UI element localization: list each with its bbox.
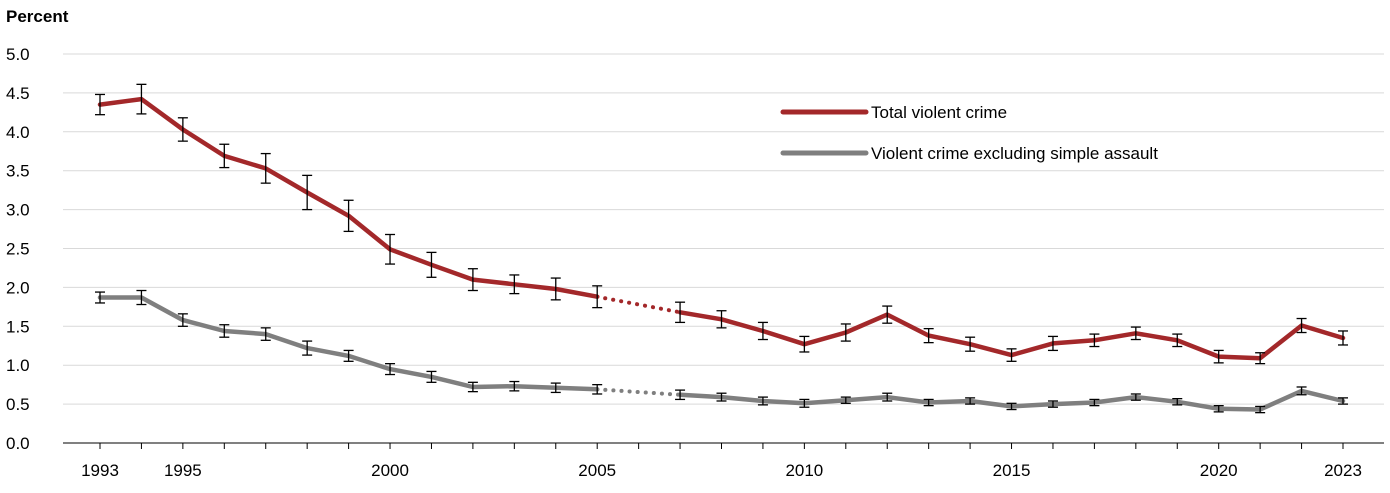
error-bar: [509, 274, 520, 295]
error-bar: [219, 143, 230, 169]
y-tick-label: 3.0: [6, 201, 30, 220]
error-bar: [426, 370, 437, 383]
error-bar: [1213, 405, 1224, 413]
error-bar: [840, 323, 851, 342]
y-tick-label: 0.0: [6, 434, 30, 453]
error-bar: [799, 335, 810, 353]
y-tick-label: 1.0: [6, 356, 30, 375]
error-bar: [1089, 398, 1100, 407]
error-bar: [343, 349, 354, 362]
error-bar: [136, 83, 147, 115]
x-axis: 1993 1995 2000 2005 2010 2015 2020 2023: [63, 442, 1384, 480]
error-bar: [1130, 326, 1141, 341]
error-bar: [1255, 352, 1266, 365]
error-bar: [177, 117, 188, 142]
error-bar: [1006, 348, 1017, 362]
series-violent-crime-excluding-simple-assault: [95, 289, 1348, 414]
error-bar: [343, 199, 354, 233]
error-bar: [1296, 317, 1307, 334]
error-bar: [260, 152, 271, 184]
error-bar: [592, 383, 603, 395]
y-axis-ticks: 0.0 0.5 1.0 1.5 2.0 2.5 3.0 3.5 4.0 4.5 5.0: [6, 45, 30, 453]
error-bar: [550, 382, 561, 394]
error-bar: [1296, 386, 1307, 396]
x-tick-label: 2005: [578, 461, 616, 480]
legend: Total violent crime Violent crime excludi…: [780, 103, 1158, 163]
gap-dotted-line: [595, 294, 683, 315]
legend-item: Total violent crime: [780, 103, 1007, 122]
series-line: [97, 96, 600, 299]
error-bar: [467, 268, 478, 292]
legend-item: Violent crime excluding simple assault: [780, 144, 1158, 163]
y-tick-label: 2.5: [6, 240, 30, 259]
y-tick-label: 4.0: [6, 123, 30, 142]
error-bar: [1172, 398, 1183, 406]
error-bar: [95, 93, 105, 116]
error-bar: [177, 313, 188, 327]
error-bar: [467, 381, 478, 393]
error-bar: [923, 327, 934, 344]
error-bar: [1255, 405, 1266, 414]
error-bar: [882, 392, 893, 402]
x-tick-label: 1993: [81, 461, 119, 480]
error-bar: [136, 289, 147, 306]
error-bar: [385, 362, 396, 376]
y-tick-label: 3.5: [6, 162, 30, 181]
y-tick-label: 2.0: [6, 278, 30, 297]
error-bar: [592, 285, 603, 309]
error-bar: [675, 301, 686, 324]
error-bar: [1006, 402, 1017, 411]
error-bar: [260, 327, 271, 341]
error-bar: [95, 291, 105, 304]
error-bar: [302, 340, 313, 356]
error-bar: [302, 174, 313, 211]
y-axis-label: Percent: [6, 7, 69, 26]
error-bar: [757, 321, 768, 341]
error-bar: [426, 251, 437, 278]
error-bar: [1213, 349, 1224, 364]
error-bar: [840, 396, 851, 404]
series-line: [97, 295, 600, 392]
error-bar: [965, 336, 976, 352]
error-bar: [716, 392, 727, 402]
error-bar: [1089, 333, 1100, 348]
y-tick-label: 1.5: [6, 317, 30, 336]
error-bar: [1338, 397, 1348, 405]
x-tick-label: 2000: [371, 461, 409, 480]
gap-dotted-line: [595, 387, 683, 397]
error-bar: [219, 324, 230, 338]
legend-label: Total violent crime: [871, 103, 1007, 122]
error-bar: [882, 305, 893, 324]
error-bar: [799, 398, 810, 408]
series-layer: [95, 83, 1348, 414]
x-tick-label: 1995: [164, 461, 202, 480]
error-bar: [965, 397, 976, 405]
y-tick-label: 0.5: [6, 395, 30, 414]
series-total-violent-crime: [95, 83, 1348, 365]
error-bar: [509, 380, 520, 392]
error-bar: [757, 396, 768, 406]
error-bar: [1172, 333, 1183, 348]
error-bar: [385, 233, 396, 265]
error-bar: [550, 277, 561, 301]
error-bar: [1047, 400, 1058, 408]
error-bar: [1130, 393, 1141, 401]
y-tick-label: 5.0: [6, 45, 30, 64]
error-bar: [1338, 330, 1348, 346]
x-tick-label: 2015: [993, 461, 1031, 480]
x-tick-label: 2023: [1324, 461, 1362, 480]
error-bar: [716, 310, 727, 329]
error-bar: [923, 398, 934, 407]
legend-label: Violent crime excluding simple assault: [871, 144, 1158, 163]
y-tick-label: 4.5: [6, 84, 30, 103]
gridlines: [63, 53, 1384, 405]
x-tick-label: 2020: [1200, 461, 1238, 480]
x-tick-label: 2010: [785, 461, 823, 480]
error-bar: [675, 389, 686, 401]
error-bar: [1047, 335, 1058, 352]
